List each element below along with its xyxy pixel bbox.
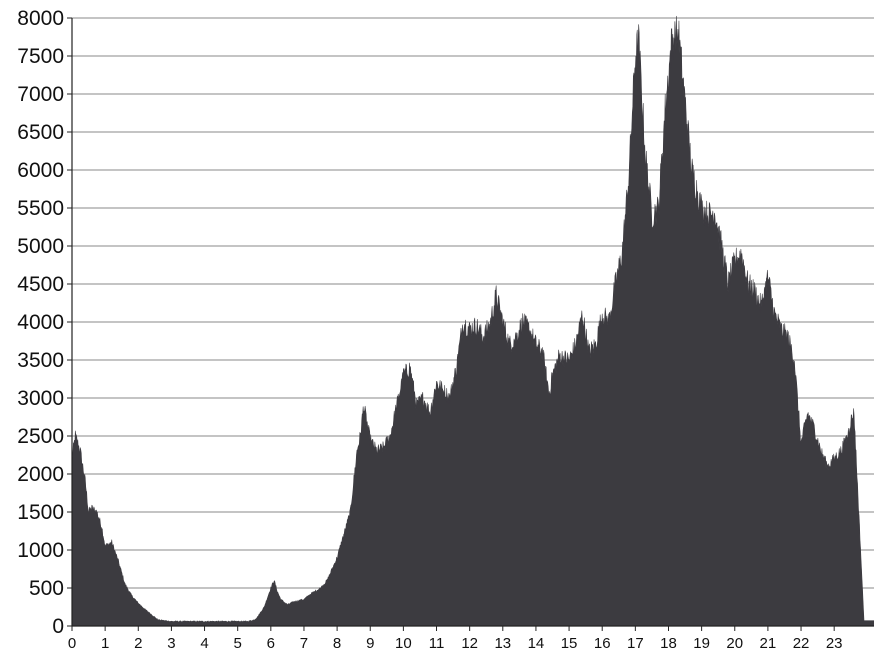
y-tick-label: 3000 (17, 387, 64, 410)
y-tick-label: 2000 (17, 463, 64, 486)
x-tick-label: 8 (333, 635, 341, 652)
y-tick-label: 0 (52, 615, 64, 638)
y-tick-label: 500 (29, 577, 64, 600)
x-axis-ticks: 0 1 2 3 4 5 6 7 8 9 10 11 12 13 14 15 16 17 18 19 20 21 22 23 (68, 626, 843, 652)
x-tick-label: 5 (234, 635, 242, 652)
y-tick-label: 1000 (17, 539, 64, 562)
x-tick-label: 12 (461, 635, 478, 652)
x-tick-label: 18 (660, 635, 677, 652)
y-tick-label: 7500 (17, 45, 64, 68)
x-tick-label: 15 (561, 635, 578, 652)
y-tick-label: 4000 (17, 311, 64, 334)
y-axis-ticks: 0 500 1000 1500 2000 2500 3000 3500 4000 4500 5000… (17, 7, 72, 638)
y-tick-label: 1500 (17, 501, 64, 524)
x-tick-label: 14 (528, 635, 545, 652)
area-layer (71, 15, 874, 627)
y-tick-label: 6500 (17, 121, 64, 144)
x-tick-label: 22 (793, 635, 810, 652)
x-tick-label: 17 (627, 635, 644, 652)
x-tick-label: 1 (101, 635, 109, 652)
x-tick-label: 6 (267, 635, 275, 652)
x-tick-label: 23 (826, 635, 843, 652)
y-tick-label: 8000 (17, 7, 64, 30)
y-tick-label: 4500 (17, 273, 64, 296)
x-tick-label: 16 (594, 635, 611, 652)
x-tick-label: 7 (300, 635, 308, 652)
x-tick-label: 0 (68, 635, 76, 652)
x-tick-label: 11 (429, 635, 445, 652)
x-tick-label: 10 (395, 635, 412, 652)
y-tick-label: 7000 (17, 83, 64, 106)
x-tick-label: 4 (200, 635, 208, 652)
y-tick-label: 3500 (17, 349, 64, 372)
y-tick-label: 2500 (17, 425, 64, 448)
x-tick-label: 13 (494, 635, 511, 652)
x-tick-label: 20 (726, 635, 743, 652)
x-tick-label: 2 (134, 635, 142, 652)
series-area (71, 15, 874, 627)
x-tick-label: 9 (366, 635, 374, 652)
y-tick-label: 5000 (17, 235, 64, 258)
x-tick-label: 19 (693, 635, 710, 652)
x-tick-label: 3 (167, 635, 175, 652)
y-tick-label: 5500 (17, 197, 64, 220)
y-tick-label: 6000 (17, 159, 64, 182)
x-tick-label: 21 (760, 635, 777, 652)
